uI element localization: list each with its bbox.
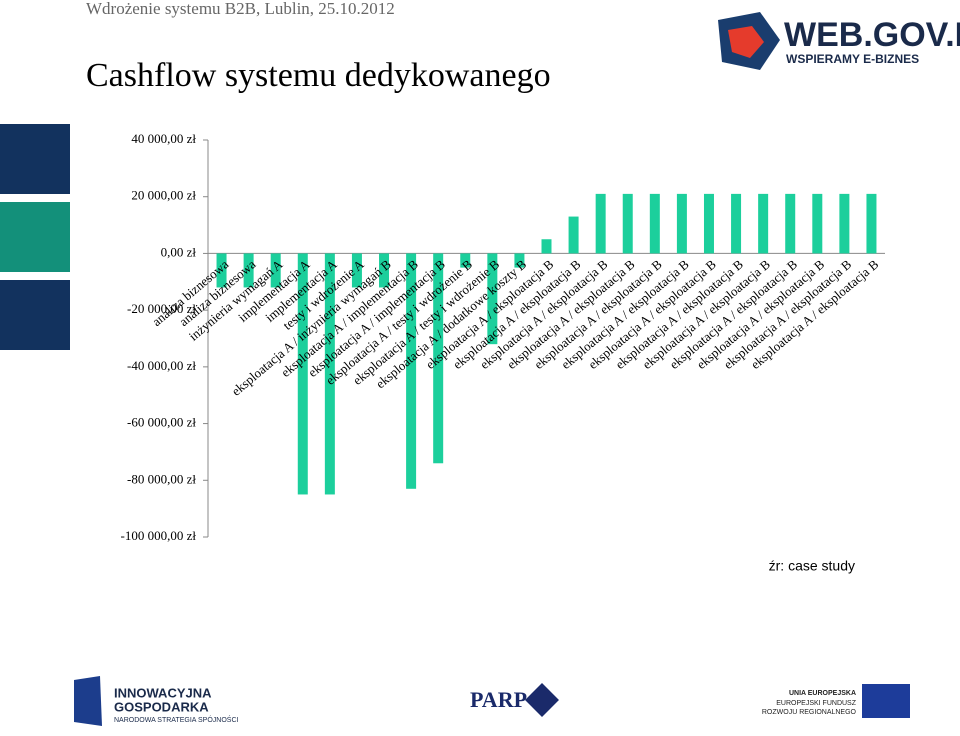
bar <box>595 193 606 254</box>
bar <box>514 253 525 268</box>
ig-logo-mark <box>74 676 102 726</box>
side-block <box>0 202 70 272</box>
bar <box>351 253 362 288</box>
bar <box>379 253 390 288</box>
y-tick-label: -100 000,00 zł <box>121 528 197 543</box>
logo-mark <box>728 26 764 58</box>
bar <box>703 193 714 254</box>
bar <box>568 216 579 254</box>
logo-text: WEB.GOV.PL <box>784 16 960 54</box>
bar <box>812 193 823 254</box>
bar <box>622 193 633 254</box>
y-tick-label: -40 000,00 zł <box>127 358 196 373</box>
y-tick-label: -60 000,00 zł <box>127 415 196 430</box>
side-block <box>0 124 70 194</box>
logo-tagline: WSPIERAMY E-BIZNES <box>786 52 919 66</box>
bar <box>649 193 660 254</box>
plot: -100 000,00 zł -80 000,00 zł -60 000,00 zł… <box>121 131 885 543</box>
slide-subtitle: Wdrożenie systemu B2B, Lublin, 25.10.201… <box>86 0 395 18</box>
y-tick-label: -20 000,00 zł <box>127 301 196 316</box>
parp-text: PARP <box>470 687 527 712</box>
eu-text: UNIA EUROPEJSKA <box>789 690 856 697</box>
bar <box>297 253 308 495</box>
eu-text: EUROPEJSKI FUNDUSZ <box>776 700 856 707</box>
y-tick-label: -80 000,00 zł <box>127 471 196 486</box>
eu-flag <box>862 684 910 718</box>
ig-logo-text: NARODOWA STRATEGIA SPÓJNOŚCI <box>114 715 239 724</box>
bar <box>676 193 687 254</box>
source-note: źr: case study <box>769 558 855 574</box>
bar <box>243 253 254 288</box>
eu-text: ROZWOJU REGIONALNEGO <box>762 709 857 716</box>
ig-logo-text: GOSPODARKA <box>114 699 209 714</box>
bar <box>433 253 444 464</box>
webgov-logo: WEB.GOV.PL WSPIERAMY E-BIZNES <box>718 12 960 70</box>
bar <box>270 253 281 288</box>
bar <box>839 193 850 254</box>
bar <box>866 193 877 254</box>
footer-logos: INNOWACYJNA GOSPODARKA NARODOWA STRATEGI… <box>74 676 910 726</box>
bar <box>785 193 796 254</box>
parp-mark <box>525 683 559 717</box>
bar <box>731 193 742 254</box>
bar <box>487 253 498 345</box>
bar <box>324 253 335 495</box>
y-tick-label: 40 000,00 zł <box>131 131 196 146</box>
y-tick-label: 20 000,00 zł <box>131 188 196 203</box>
ig-logo-text: INNOWACYJNA <box>114 685 212 700</box>
slide-title: Cashflow systemu dedykowanego <box>86 57 551 94</box>
bar <box>406 253 417 489</box>
bar <box>541 239 552 254</box>
bar <box>216 253 227 288</box>
y-tick-label: 0,00 zł <box>161 244 197 259</box>
bar <box>758 193 769 254</box>
side-block <box>0 280 70 350</box>
bar <box>460 253 471 268</box>
